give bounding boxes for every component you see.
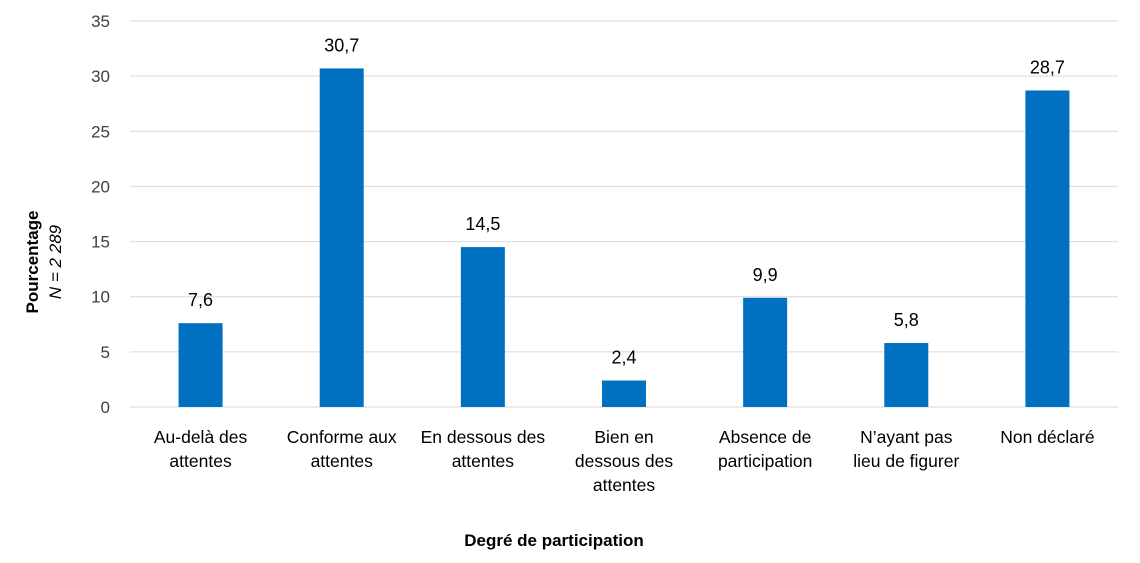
- data-label: 28,7: [1030, 57, 1065, 77]
- y-axis-subtitle: N = 2 289: [46, 224, 65, 299]
- category-label: Bien en dessous des attentes: [575, 427, 674, 495]
- category-label: En dessous des attentes: [421, 427, 546, 471]
- y-tick-label: 20: [91, 177, 110, 196]
- y-tick-label: 25: [91, 122, 110, 141]
- y-tick-label: 15: [91, 233, 110, 252]
- category-label-line: participation: [718, 451, 812, 471]
- bar: [1025, 90, 1070, 407]
- y-tick-label: 5: [101, 343, 110, 362]
- category-label-line: N’ayant pas: [860, 427, 953, 447]
- category-label-line: attentes: [452, 451, 515, 471]
- category-label: N’ayant pas lieu de figurer: [853, 427, 959, 471]
- data-label: 14,5: [465, 214, 500, 234]
- data-label: 9,9: [753, 265, 778, 285]
- y-axis-title: Pourcentage: [23, 211, 42, 314]
- category-label-line: lieu de figurer: [853, 451, 959, 471]
- category-label-line: Non déclaré: [1000, 427, 1094, 447]
- bar: [884, 343, 929, 407]
- data-label: 5,8: [894, 310, 919, 330]
- category-label-line: Absence de: [719, 427, 811, 447]
- data-label: 30,7: [324, 35, 359, 55]
- category-label: Non déclaré: [1000, 427, 1094, 447]
- category-label-line: Au-delà des: [154, 427, 248, 447]
- category-label-line: dessous des: [575, 451, 674, 471]
- bar: [743, 297, 788, 407]
- data-label: 7,6: [188, 290, 213, 310]
- category-label-line: En dessous des: [421, 427, 546, 447]
- bar: [319, 68, 364, 408]
- data-labels: 7,6 30,7 14,5 2,4 9,9 5,8 28,7: [188, 35, 1065, 367]
- gridlines: [130, 20, 1118, 408]
- category-label-line: Bien en: [594, 427, 653, 447]
- y-tick-label: 35: [91, 12, 110, 31]
- category-label: Conforme aux attentes: [287, 427, 397, 471]
- category-label-line: attentes: [593, 475, 656, 495]
- y-tick-label: 30: [91, 67, 110, 86]
- y-tick-label: 0: [101, 398, 110, 417]
- category-label: Au-delà des attentes: [154, 427, 248, 471]
- category-label-line: Conforme aux: [287, 427, 397, 447]
- category-label-line: attentes: [169, 451, 232, 471]
- category-label: Absence de participation: [718, 427, 812, 471]
- x-axis-title: Degré de participation: [464, 531, 643, 550]
- y-axis-ticks: 0 5 10 15 20 25 30 35: [91, 12, 110, 417]
- bar: [460, 247, 505, 407]
- category-label-line: attentes: [311, 451, 374, 471]
- data-label: 2,4: [611, 348, 636, 368]
- bar: [178, 323, 223, 407]
- bar: [602, 380, 646, 407]
- bars: [178, 68, 1070, 408]
- y-tick-label: 10: [91, 288, 110, 307]
